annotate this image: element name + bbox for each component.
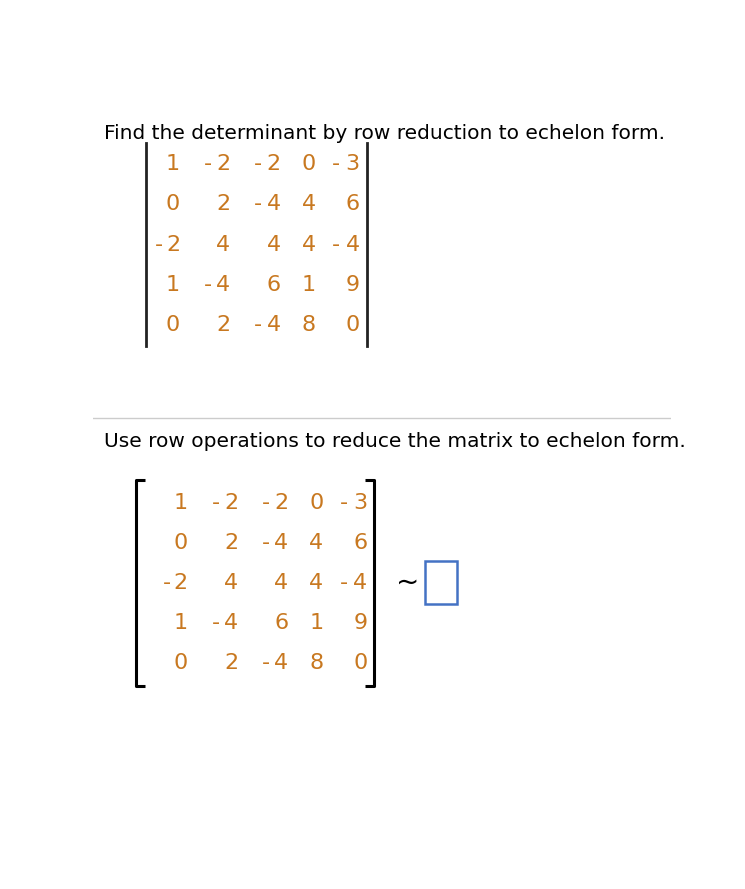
Text: -: - [262,653,270,673]
Text: 4: 4 [309,533,323,553]
Text: 1: 1 [174,493,188,513]
Text: 1: 1 [166,155,180,174]
Text: 4: 4 [267,315,281,334]
Bar [425,561,457,605]
Text: 6: 6 [267,275,281,294]
Text: 0: 0 [346,315,360,334]
Text: 6: 6 [274,613,288,633]
Text: -: - [254,155,262,174]
Text: -: - [340,573,347,593]
Text: 0: 0 [302,155,316,174]
Text: 3: 3 [353,493,367,513]
Text: -: - [262,493,270,513]
Text: 2: 2 [216,195,230,214]
Text: 4: 4 [309,573,323,593]
Text: 0: 0 [174,653,188,673]
Text: -: - [332,155,340,174]
Text: -: - [254,315,262,334]
Text: 1: 1 [166,275,180,294]
Text: 4: 4 [224,613,238,633]
Text: 1: 1 [174,613,188,633]
Text: -: - [332,235,340,254]
Text: 0: 0 [174,533,188,553]
Text: -: - [155,235,163,254]
Text: 2: 2 [166,235,180,254]
Text: 4: 4 [346,235,360,254]
Text: 4: 4 [302,195,316,214]
Text: -: - [204,275,212,294]
Text: ~: ~ [396,569,419,597]
Text: 8: 8 [309,653,323,673]
Text: 0: 0 [166,195,180,214]
Text: -: - [212,493,220,513]
Text: 4: 4 [267,195,281,214]
Text: 4: 4 [274,573,288,593]
Text: -: - [212,613,220,633]
Text: 1: 1 [309,613,323,633]
Text: -: - [162,573,171,593]
Text: -: - [262,533,270,553]
Text: 0: 0 [309,493,323,513]
Text: 4: 4 [216,275,230,294]
Text: 4: 4 [216,235,230,254]
Text: Find the determinant by row reduction to echelon form.: Find the determinant by row reduction to… [104,124,665,142]
Text: 2: 2 [216,315,230,334]
Text: 3: 3 [346,155,360,174]
Text: 4: 4 [274,533,288,553]
Text: 8: 8 [302,315,316,334]
Text: 9: 9 [346,275,360,294]
Text: 2: 2 [267,155,281,174]
Text: 4: 4 [267,235,281,254]
Text: Use row operations to reduce the matrix to echelon form.: Use row operations to reduce the matrix … [104,432,685,451]
Text: 1: 1 [302,275,316,294]
Text: 2: 2 [216,155,230,174]
Text: -: - [254,195,262,214]
Text: 2: 2 [274,493,288,513]
Text: 2: 2 [224,493,238,513]
Text: 4: 4 [224,573,238,593]
Text: -: - [340,493,347,513]
Text: 6: 6 [346,195,360,214]
Text: 0: 0 [353,653,367,673]
Text: 2: 2 [224,533,238,553]
Text: 6: 6 [353,533,367,553]
Text: 4: 4 [353,573,367,593]
Text: 4: 4 [274,653,288,673]
Text: 9: 9 [353,613,367,633]
Text: 4: 4 [302,235,316,254]
Text: 2: 2 [174,573,188,593]
Text: 0: 0 [166,315,180,334]
Text: 2: 2 [224,653,238,673]
Text: -: - [204,155,212,174]
